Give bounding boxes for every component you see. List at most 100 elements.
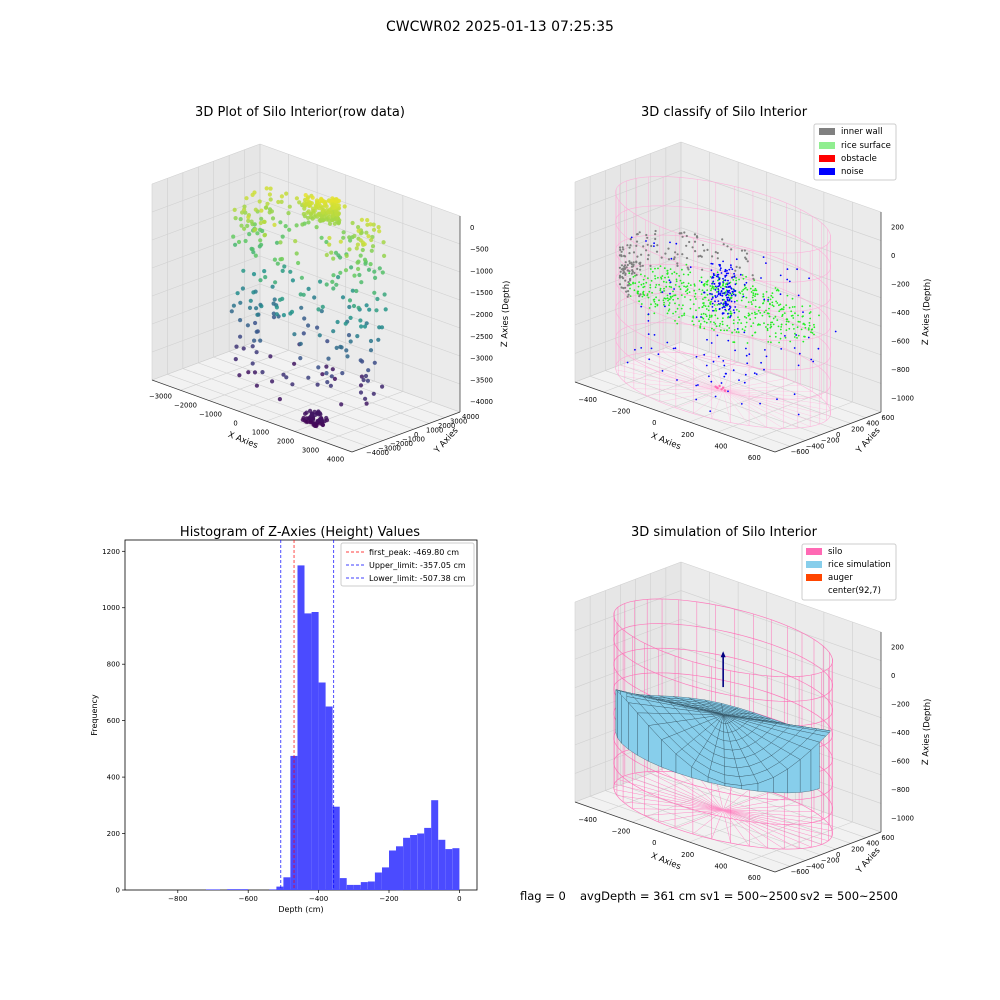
classify-x-tick-label: 200 [681, 431, 694, 439]
classify-rice-surface-point [741, 274, 744, 276]
classify-inner-wall-point [632, 251, 636, 254]
classify-rice-surface-point [674, 294, 677, 297]
histogram-x-tick-label: −400 [309, 895, 328, 903]
classify-inner-wall-point [735, 265, 738, 268]
classify-silo-floor-spoke [711, 390, 724, 419]
raw-point [294, 196, 299, 201]
raw-point [250, 344, 255, 349]
raw-x-axis-line [151, 379, 353, 453]
raw-point [245, 223, 250, 228]
simulation-silo-floor-spoke [678, 771, 724, 811]
classify-rice-surface-point [695, 309, 697, 312]
classify-noise-point [764, 349, 766, 351]
classify-noise-point [700, 316, 702, 318]
histogram-bar [424, 827, 432, 890]
classify-noise-point [710, 342, 713, 344]
classify-rice-surface-point [750, 291, 753, 293]
simulation-silo-floor-spoke [722, 810, 731, 844]
classify-inner-wall-point [641, 264, 644, 267]
classify-inner-wall-point [622, 272, 625, 275]
classify-inner-wall-point [620, 264, 624, 267]
raw-point [369, 237, 374, 243]
raw-point [334, 345, 339, 350]
raw-point [312, 423, 317, 428]
classify-inner-wall-point [627, 290, 630, 293]
histogram-bar [353, 884, 361, 890]
classify-rice-surface-point [662, 299, 665, 302]
raw-point [258, 338, 263, 343]
raw-point [377, 266, 382, 271]
classify-inner-wall-point [635, 260, 638, 263]
classify-inner-wall-point [624, 273, 627, 276]
raw-point [278, 240, 283, 245]
classify-rice-surface-point [703, 296, 706, 299]
simulation-x-tick-label: −400 [578, 816, 597, 824]
classify-rice-surface-point [785, 323, 788, 326]
classify-rice-surface-point [699, 323, 702, 325]
raw-point [364, 303, 369, 308]
classify-noise-point [711, 296, 714, 299]
classify-inner-wall-point [630, 272, 634, 275]
classify-back-pane [681, 142, 881, 412]
classify-noise-point [745, 347, 747, 350]
raw-point [274, 305, 279, 310]
classify-noise-point [710, 269, 713, 272]
raw-point [250, 192, 255, 197]
classify-rice-surface-point [679, 288, 682, 291]
histogram-y-tick-label: 200 [107, 830, 120, 838]
classify-rice-surface-point [769, 326, 772, 329]
classify-rice-surface-point [770, 321, 772, 324]
classify-inner-wall-point [676, 264, 679, 267]
classify-rice-surface-point [700, 293, 703, 295]
classify-z-tick-label: −200 [891, 280, 910, 288]
raw-point [316, 365, 321, 370]
classify-rice-surface-point [716, 271, 719, 274]
classify-noise-point [675, 242, 678, 245]
classify-rice-surface-point [682, 281, 685, 284]
raw-point [326, 210, 331, 215]
raw-point [371, 222, 376, 227]
classify-inner-wall-point [627, 284, 630, 287]
classify-inner-wall-point [619, 248, 622, 251]
classify-rice-surface-point [745, 317, 748, 319]
raw-point [319, 235, 324, 240]
classify-silo-ring [615, 176, 832, 254]
classify-noise-point [722, 360, 725, 362]
classify-silo-floor-spoke [723, 366, 754, 391]
classify-y-tick-label: −600 [791, 448, 810, 456]
classify-silo-floor-spoke [723, 390, 767, 428]
classify-rice-surface-point [754, 331, 757, 334]
classify-rice-surface-point [719, 322, 722, 325]
raw-point [258, 220, 263, 226]
classify-inner-wall-point [672, 258, 676, 261]
classify-noise-point [718, 282, 721, 285]
classify-silo-floor-spoke [645, 389, 724, 396]
raw-z-tick-label: −4000 [470, 398, 493, 406]
classify-inner-wall-point [639, 293, 642, 296]
raw-point [334, 211, 339, 216]
simulation-y-tick-label: −600 [791, 868, 810, 876]
raw-point [379, 325, 385, 330]
simulation-x-tick-label: 400 [715, 863, 728, 871]
classify-inner-wall-point [654, 233, 657, 236]
classify-noise-point [727, 291, 730, 294]
raw-point [250, 361, 255, 366]
classify-rice-surface-point [762, 293, 765, 295]
classify-noise-point [722, 303, 725, 305]
raw-point [358, 318, 363, 323]
classify-noise-point [727, 272, 729, 275]
raw-z-tick-label: −2500 [470, 333, 493, 341]
classify-inner-wall-point [674, 251, 677, 254]
raw-point [312, 295, 317, 300]
classify-rice-surface-point [694, 292, 697, 295]
raw-point [239, 223, 244, 228]
classify-noise-point [726, 293, 729, 296]
classify-rice-surface-point [701, 289, 704, 292]
raw-point [292, 332, 297, 337]
simulation-silo-floor-spoke [616, 795, 724, 811]
raw-point [238, 334, 243, 339]
simulation-z-tick-label: −600 [891, 758, 910, 766]
classify-rice-surface-point [742, 288, 745, 291]
classify-rice-surface-point [711, 286, 714, 289]
classify-rice-surface-point [732, 322, 735, 325]
